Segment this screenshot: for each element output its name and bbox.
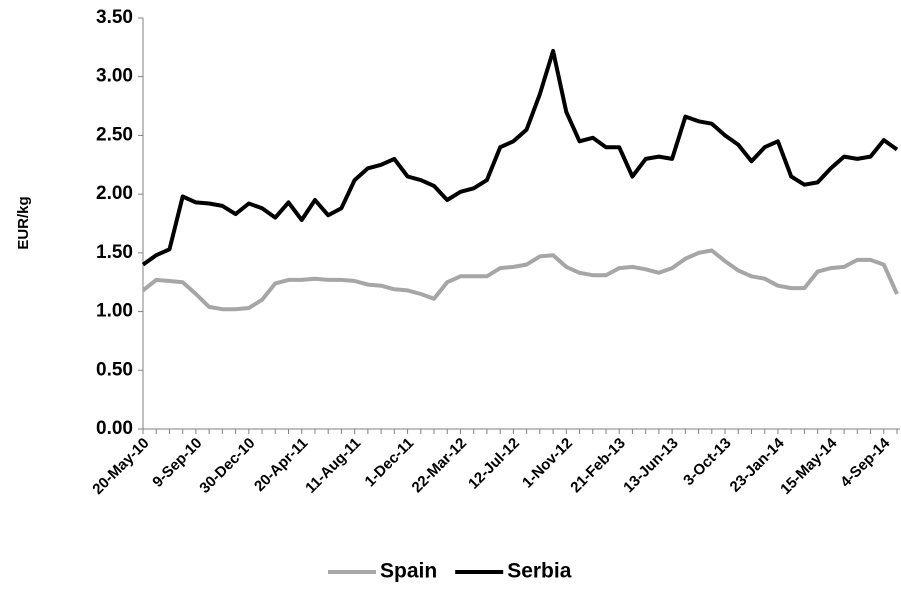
x-tick-label: 20-May-10	[89, 435, 152, 498]
legend-label: Serbia	[507, 560, 572, 583]
y-tick-label: 1.50	[96, 242, 133, 263]
x-tick-label: 9-Sep-10	[149, 435, 205, 491]
x-tick-label: 22-Mar-12	[409, 435, 471, 497]
y-tick-label: 2.00	[96, 183, 133, 204]
line-series	[141, 48, 899, 267]
x-tick-label: 11-Aug-11	[302, 435, 364, 497]
line-series	[141, 248, 899, 312]
y-tick-label: 0.00	[96, 418, 133, 439]
y-tick-label: 3.50	[96, 7, 133, 28]
x-tick-label: 12-Jul-12	[465, 435, 523, 493]
x-tick-label: 21-Feb-13	[567, 435, 629, 497]
y-tick-label: 3.00	[96, 66, 133, 87]
y-tick-label: 2.50	[96, 124, 133, 145]
x-tick-label: 30-Dec-10	[196, 435, 258, 497]
legend-label: Spain	[380, 560, 437, 583]
y-tick-label: 1.00	[96, 301, 133, 322]
x-tick-label: 13-Jun-13	[620, 435, 682, 497]
x-tick-label: 4-Sep-14	[837, 434, 894, 491]
x-tick-label: 1-Dec-11	[362, 435, 418, 491]
y-tick-label: 0.50	[96, 359, 133, 380]
x-tick-label: 15-May-14	[777, 434, 841, 498]
x-tick-label: 3-Oct-13	[680, 435, 734, 489]
y-axis-label: EUR/kg	[15, 196, 32, 249]
